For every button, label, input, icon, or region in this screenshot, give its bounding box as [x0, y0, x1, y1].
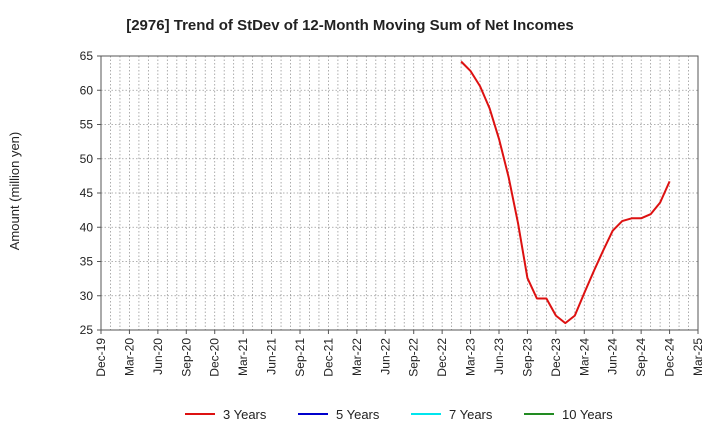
- x-tick-label: Dec-22: [435, 338, 449, 377]
- y-tick-label: 55: [80, 118, 94, 132]
- x-tick-label: Jun-23: [492, 338, 506, 375]
- legend-label: 5 Years: [336, 407, 380, 422]
- y-tick-label: 50: [80, 152, 94, 166]
- x-tick-label: Mar-22: [350, 338, 364, 376]
- y-tick-label: 45: [80, 186, 94, 200]
- x-tick-label: Mar-25: [691, 338, 705, 376]
- x-tick-label: Dec-21: [321, 338, 335, 377]
- y-axis-label: Amount (million yen): [7, 132, 22, 251]
- x-tick-label: Jun-21: [265, 338, 279, 375]
- series-line: [460, 60, 671, 325]
- legend: 3 Years 5 Years 7 Years 10 Years: [185, 407, 613, 422]
- legend-label: 10 Years: [562, 407, 613, 422]
- grid: [101, 56, 698, 330]
- y-tick-label: 60: [80, 83, 94, 97]
- y-axis: 25 30 35 40 45 50 55 60 65: [80, 49, 101, 337]
- y-tick-label: 40: [80, 220, 94, 234]
- x-tick-label: Dec-23: [549, 338, 563, 377]
- x-axis: Dec-19 Mar-20 Jun-20 Sep-20 Dec-20 Mar-21 Jun-…: [94, 330, 705, 377]
- x-tick-label: Dec-20: [208, 338, 222, 377]
- chart-title: [2976] Trend of StDev of 12-Month Moving…: [126, 17, 574, 34]
- x-tick-label: Dec-24: [663, 338, 677, 377]
- x-tick-label: Jun-20: [151, 338, 165, 375]
- x-tick-label: Dec-19: [94, 338, 108, 377]
- x-tick-label: Jun-22: [378, 338, 392, 375]
- x-tick-label: Sep-22: [407, 338, 421, 377]
- y-tick-label: 35: [80, 255, 94, 269]
- x-tick-label: Mar-24: [577, 338, 591, 376]
- x-tick-label: Mar-21: [236, 338, 250, 376]
- x-tick-label: Sep-23: [520, 338, 534, 377]
- x-tick-label: Sep-24: [634, 338, 648, 377]
- y-tick-label: 65: [80, 49, 94, 63]
- legend-label: 7 Years: [449, 407, 493, 422]
- y-tick-label: 30: [80, 289, 94, 303]
- x-tick-label: Jun-24: [606, 338, 620, 375]
- y-tick-label: 25: [80, 323, 94, 337]
- x-tick-label: Mar-20: [122, 338, 136, 376]
- x-tick-label: Mar-23: [464, 338, 478, 376]
- x-tick-label: Sep-21: [293, 338, 307, 377]
- series-lines: [460, 60, 671, 325]
- x-tick-label: Sep-20: [179, 338, 193, 377]
- legend-label: 3 Years: [223, 407, 267, 422]
